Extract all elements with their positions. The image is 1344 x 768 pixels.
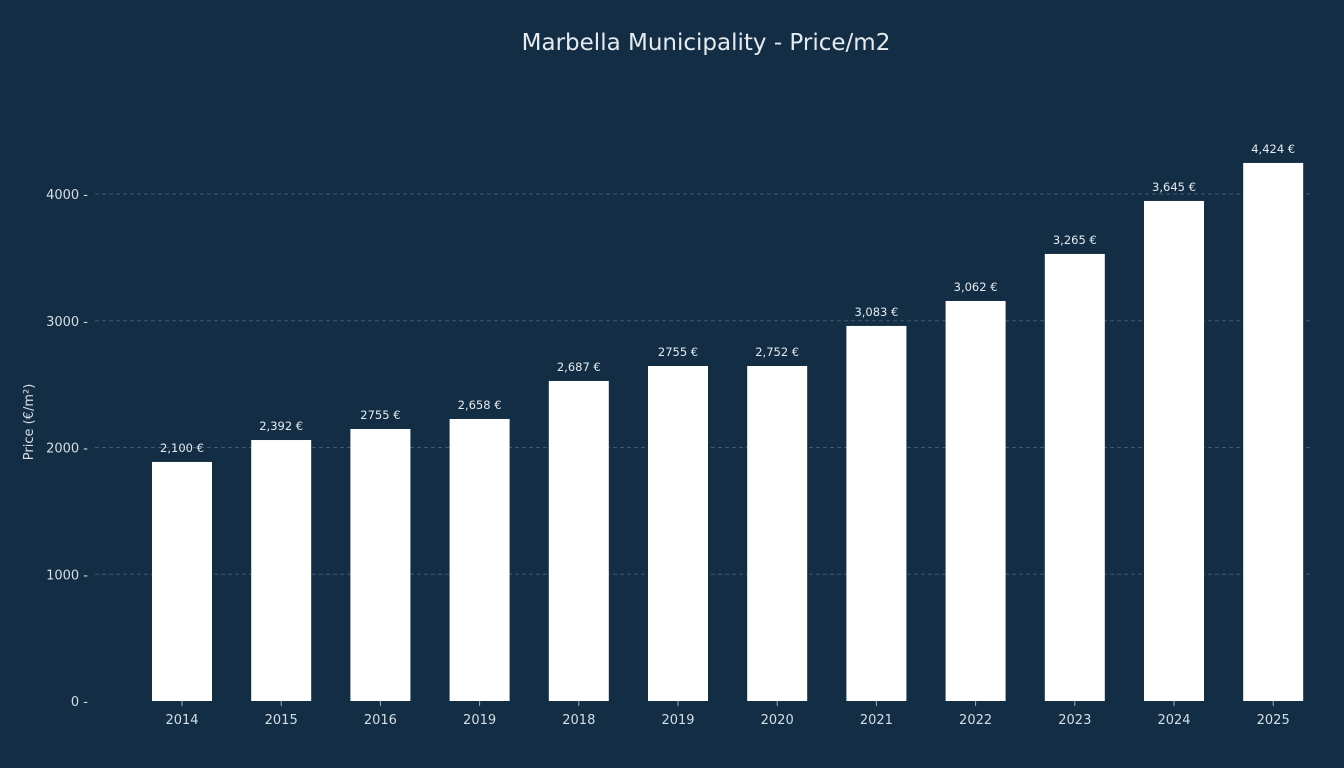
data-label: 2,687 € xyxy=(557,360,601,374)
data-label: 3,083 € xyxy=(854,305,898,319)
y-tick-label: 2000 - xyxy=(46,442,88,457)
y-tick-label: 3000 - xyxy=(46,315,88,330)
x-tick-label: 2015 xyxy=(265,713,298,728)
x-tick-label: 2019 xyxy=(463,713,496,728)
bar-2020 xyxy=(747,365,808,701)
x-tick-label: 2024 xyxy=(1157,713,1190,728)
bar-2014 xyxy=(152,461,212,701)
x-tick-label: 2025 xyxy=(1257,713,1290,728)
data-label: 3,062 € xyxy=(954,280,998,294)
x-tick-label: 2021 xyxy=(860,713,893,728)
data-label: 2,392 € xyxy=(259,419,303,433)
x-tick-label: 2023 xyxy=(1058,713,1091,728)
y-tick-label: 4000 - xyxy=(46,188,88,203)
y-axis-label: Price (€/m²) xyxy=(22,384,37,461)
data-label: 2,658 € xyxy=(458,398,502,412)
bar-2021 xyxy=(846,325,907,701)
data-label: 2,100 € xyxy=(160,441,204,455)
data-label: 2755 € xyxy=(658,345,698,359)
chart-title: Marbella Municipality - Price/m2 xyxy=(522,30,891,56)
y-tick-label: 0 - xyxy=(71,695,88,710)
x-tick-label: 2022 xyxy=(959,713,992,728)
data-label: 3,645 € xyxy=(1152,180,1196,194)
bar-2015 xyxy=(251,440,312,701)
data-label: 2755 € xyxy=(360,408,400,422)
bar-2016 xyxy=(350,428,411,701)
x-tick-label: 2016 xyxy=(364,713,397,728)
data-label: 3,265 € xyxy=(1053,233,1097,247)
bar-2019 xyxy=(648,365,708,701)
x-tick-label: 2014 xyxy=(165,713,198,728)
x-tick-label: 2018 xyxy=(562,713,595,728)
data-label: 4,424 € xyxy=(1251,142,1295,156)
bar-2025 xyxy=(1243,162,1304,702)
bar-2018 xyxy=(548,380,609,701)
x-tick-label: 2020 xyxy=(761,713,794,728)
bar-2022 xyxy=(945,300,1006,701)
data-label: 2,752 € xyxy=(755,345,799,359)
x-tick-label: 2019 xyxy=(661,713,694,728)
bar-2024 xyxy=(1144,200,1204,701)
bar-2019 xyxy=(449,418,510,701)
y-tick-label: 1000 - xyxy=(46,568,88,583)
bar-2023 xyxy=(1044,253,1105,701)
